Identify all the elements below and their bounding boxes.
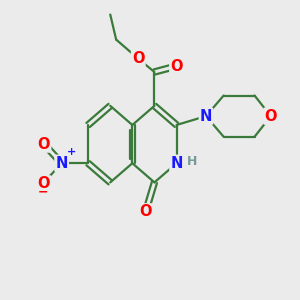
Text: O: O bbox=[139, 204, 152, 219]
Text: H: H bbox=[187, 155, 197, 168]
Text: O: O bbox=[38, 176, 50, 191]
Text: O: O bbox=[132, 51, 145, 66]
Text: O: O bbox=[38, 136, 50, 152]
Text: O: O bbox=[170, 58, 183, 74]
Text: N: N bbox=[56, 156, 68, 171]
Text: O: O bbox=[265, 109, 277, 124]
Text: N: N bbox=[170, 156, 183, 171]
Text: N: N bbox=[200, 109, 212, 124]
Text: +: + bbox=[67, 147, 76, 157]
Text: −: − bbox=[37, 186, 48, 199]
